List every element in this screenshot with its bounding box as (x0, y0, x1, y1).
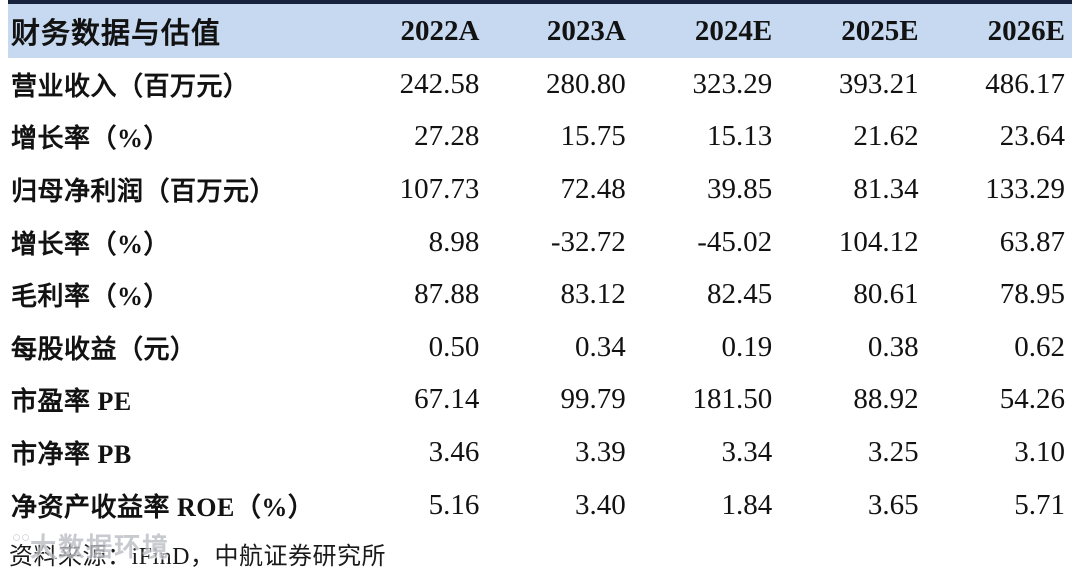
cell-value: 3.40 (575, 488, 626, 521)
data-source-note: 资料来源：iFinD，中航证券研究所 (9, 544, 387, 570)
cell-value: 280.80 (546, 67, 626, 100)
cell-value: 3.46 (428, 435, 480, 468)
cell-value: 99.79 (560, 383, 626, 416)
cell-value: -32.72 (550, 225, 626, 258)
table-row-net-profit-growth: 增长率（%） 8.98 -32.72 -45.02 104.12 63.87 (8, 215, 1072, 269)
cell-value: 3.10 (1014, 435, 1065, 468)
column-header-2026e: 2026E (987, 14, 1065, 47)
row-label: 市盈率 PE (11, 387, 132, 417)
cell-value: 323.29 (692, 67, 773, 100)
cell-value: 23.64 (999, 120, 1065, 153)
column-header-2024e: 2024E (694, 14, 773, 47)
table-row-gross-margin: 毛利率（%） 87.88 83.12 82.45 80.61 78.95 (8, 268, 1072, 321)
cell-value: -45.02 (697, 225, 773, 258)
cell-value: 88.92 (853, 383, 919, 416)
cell-value: 15.13 (706, 120, 773, 153)
column-header-2023a: 2023A (546, 14, 626, 47)
cell-value: 80.61 (853, 278, 919, 311)
cell-value: 27.28 (414, 120, 480, 153)
cell-value: 1.84 (721, 488, 773, 521)
table-row-eps: 每股收益（元） 0.50 0.34 0.19 0.38 0.62 (8, 320, 1072, 374)
table-header-row: 财务数据与估值 2022A 2023A 2024E 2025E 2026E (8, 4, 1072, 58)
cell-value: 83.12 (560, 278, 626, 311)
financial-data-table: 财务数据与估值 2022A 2023A 2024E 2025E 2026E 营业… (8, 0, 1072, 532)
table-row-revenue: 营业收入（百万元） 242.58 280.80 323.29 393.21 48… (8, 58, 1072, 111)
cell-value: 8.98 (428, 225, 480, 258)
row-label: 每股收益（元） (11, 334, 197, 364)
table-row-revenue-growth: 增长率（%） 27.28 15.75 15.13 21.62 23.64 (8, 110, 1072, 164)
cell-value: 54.26 (999, 383, 1065, 416)
cell-value: 3.34 (721, 435, 773, 468)
cell-value: 242.58 (399, 67, 480, 100)
column-header-2025e: 2025E (841, 14, 919, 47)
cell-value: 5.71 (1014, 488, 1065, 521)
cell-value: 393.21 (838, 67, 919, 100)
row-label: 增长率（%） (11, 229, 171, 259)
row-label: 毛利率（%） (11, 282, 171, 312)
cell-value: 486.17 (985, 67, 1065, 100)
table-row-net-profit: 归母净利润（百万元） 107.73 72.48 39.85 81.34 133.… (8, 163, 1072, 216)
cell-value: 0.19 (721, 330, 773, 363)
row-label: 营业收入（百万元） (11, 71, 250, 101)
table-row-pe: 市盈率 PE 67.14 99.79 181.50 88.92 54.26 (8, 373, 1072, 427)
table-row-pb: 市净率 PB 3.46 3.39 3.34 3.25 3.10 (8, 426, 1072, 479)
cell-value: 3.39 (575, 435, 626, 468)
cell-value: 3.65 (867, 488, 919, 521)
cell-value: 67.14 (414, 383, 480, 416)
table-title: 财务数据与估值 (11, 18, 222, 50)
cell-value: 0.62 (1014, 330, 1065, 363)
cell-value: 87.88 (414, 278, 480, 311)
cell-value: 0.34 (575, 330, 626, 363)
cell-value: 82.45 (706, 278, 773, 311)
cell-value: 15.75 (560, 120, 626, 153)
cell-value: 0.38 (867, 330, 919, 363)
cell-value: 39.85 (706, 172, 773, 205)
cell-value: 107.73 (399, 172, 480, 205)
row-label: 增长率（%） (11, 124, 171, 154)
row-label: 市净率 PB (11, 439, 132, 469)
row-label: 净资产收益率 ROE（%） (11, 492, 315, 522)
cell-value: 5.16 (428, 488, 480, 521)
cell-value: 72.48 (560, 172, 626, 205)
cell-value: 81.34 (853, 172, 919, 205)
cell-value: 3.25 (867, 435, 919, 468)
cell-value: 104.12 (838, 225, 919, 258)
cell-value: 78.95 (999, 278, 1065, 311)
row-label: 归母净利润（百万元） (11, 176, 277, 206)
cell-value: 181.50 (692, 383, 773, 416)
column-header-2022a: 2022A (400, 14, 480, 47)
cell-value: 133.29 (985, 172, 1065, 205)
table-row-roe: 净资产收益率 ROE（%） 5.16 3.40 1.84 3.65 5.71 (8, 478, 1072, 532)
cell-value: 0.50 (428, 330, 480, 363)
cell-value: 21.62 (853, 120, 919, 153)
cell-value: 63.87 (999, 225, 1065, 258)
